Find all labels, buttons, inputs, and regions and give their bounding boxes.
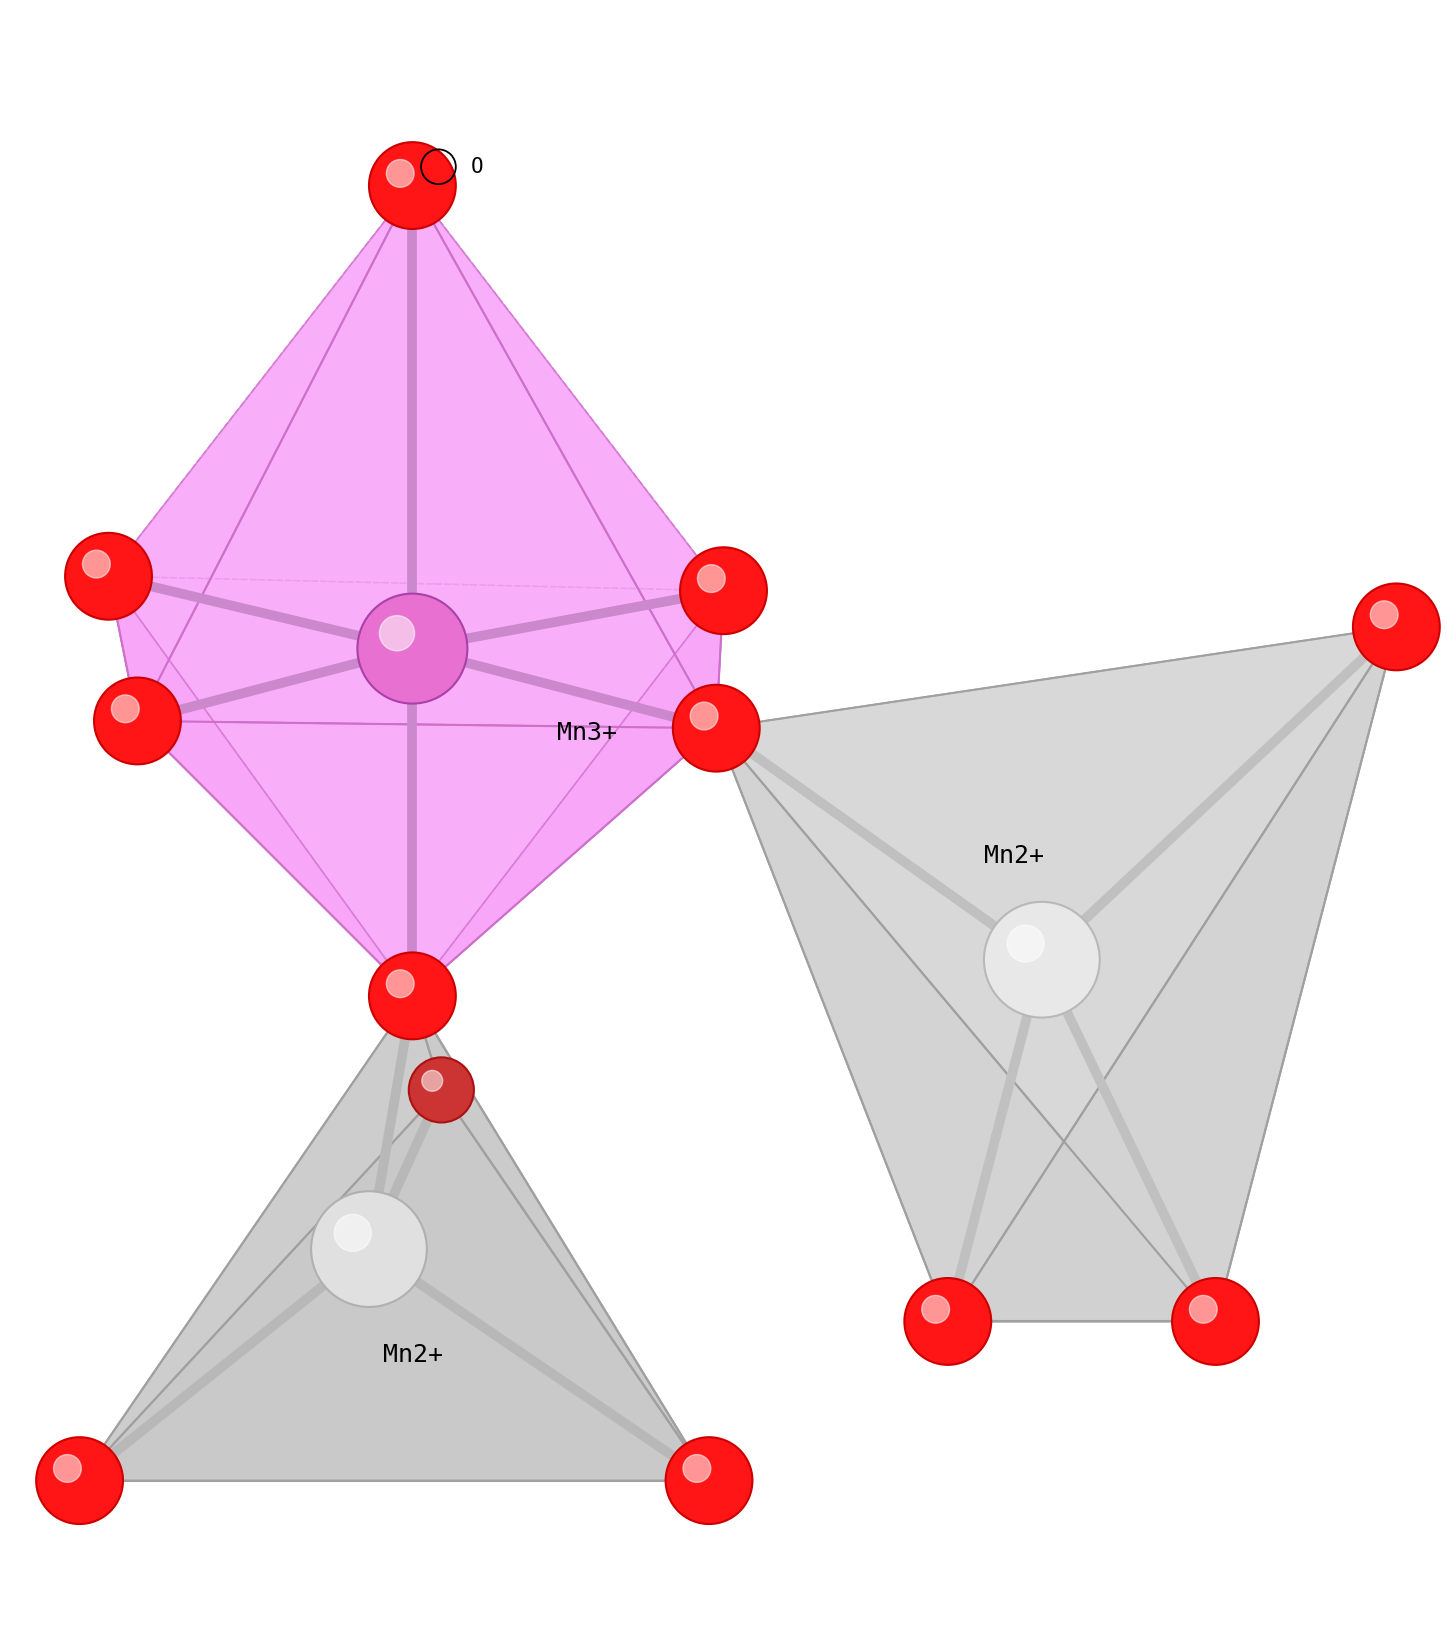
Circle shape [697,564,725,592]
Text: Mn3+: Mn3+ [557,720,616,745]
Text: Mn2+: Mn2+ [383,1343,443,1368]
Polygon shape [80,1090,709,1480]
Circle shape [334,1214,372,1252]
Circle shape [311,1192,427,1307]
Circle shape [369,142,456,228]
Polygon shape [948,628,1396,1322]
Circle shape [54,1454,81,1482]
Circle shape [65,533,152,619]
Polygon shape [137,720,716,996]
Circle shape [421,1071,443,1090]
Circle shape [673,685,760,771]
Polygon shape [716,729,1215,1322]
Polygon shape [412,186,724,729]
Circle shape [82,551,110,579]
Circle shape [357,593,467,704]
Polygon shape [80,996,709,1480]
Circle shape [36,1438,123,1524]
Circle shape [408,1058,473,1123]
Circle shape [369,952,456,1040]
Circle shape [386,970,414,998]
Circle shape [94,678,181,764]
Circle shape [690,703,718,730]
Polygon shape [80,996,441,1480]
Polygon shape [412,996,709,1480]
Polygon shape [109,186,724,590]
Circle shape [386,160,414,187]
Polygon shape [412,590,724,996]
Circle shape [666,1438,752,1524]
Text: O: O [470,156,483,176]
Circle shape [1189,1296,1217,1324]
Polygon shape [716,628,1396,1322]
Polygon shape [109,186,412,720]
Polygon shape [109,577,724,996]
Circle shape [1370,601,1398,629]
Circle shape [984,901,1100,1017]
Circle shape [683,1454,710,1482]
Circle shape [1007,924,1045,962]
Circle shape [1172,1278,1259,1364]
Circle shape [680,548,767,634]
Circle shape [922,1296,949,1324]
Polygon shape [716,628,1396,1322]
Text: Mn2+: Mn2+ [984,844,1043,867]
Polygon shape [109,577,412,996]
Circle shape [904,1278,991,1364]
Circle shape [379,616,415,650]
Circle shape [1353,584,1440,670]
Circle shape [111,694,139,722]
Polygon shape [137,186,716,729]
